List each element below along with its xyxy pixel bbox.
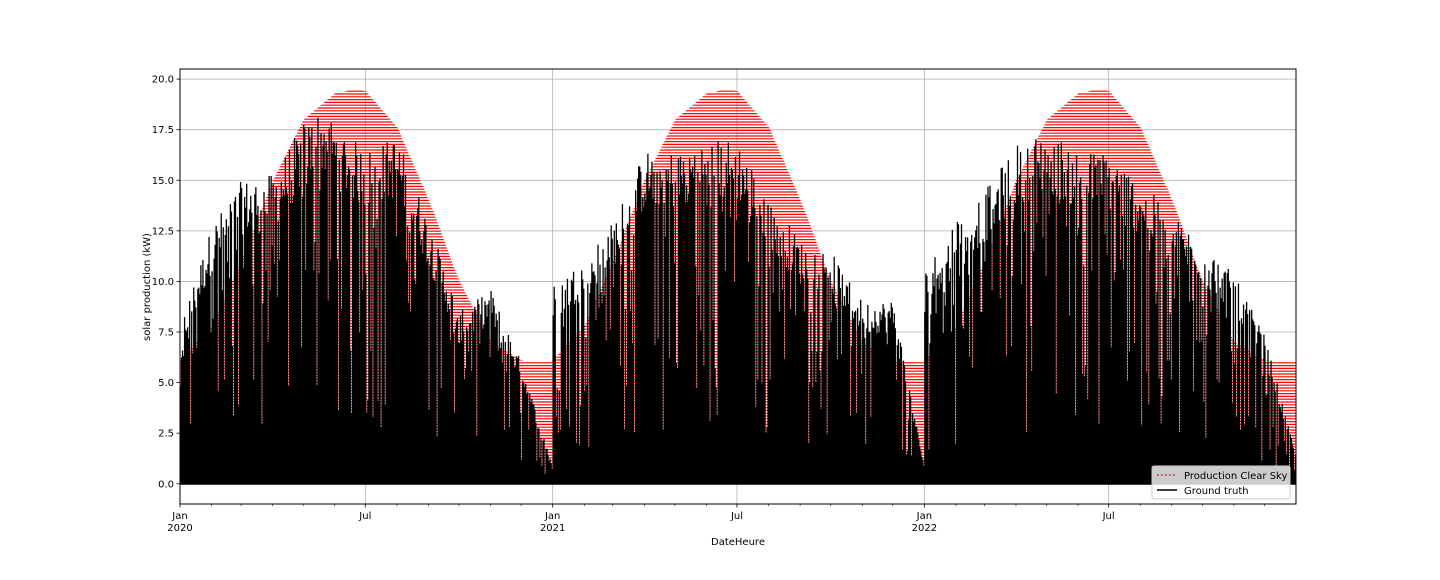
- x-tick-label: Jan: [544, 511, 560, 522]
- series-ground-truth: [180, 117, 1296, 484]
- y-tick-label: 12.5: [152, 226, 174, 237]
- ground-truth-baseline: [180, 483, 1296, 485]
- x-axis-label: DateHeure: [711, 537, 765, 548]
- x-tick-label: Jan: [171, 511, 187, 522]
- x-tick-label: Jan: [916, 511, 932, 522]
- x-tick-year-label: 2021: [540, 523, 565, 534]
- y-tick-label: 15.0: [152, 176, 174, 187]
- series-layer: [180, 89, 1296, 485]
- legend-frame: [1151, 465, 1291, 500]
- y-tick-label: 17.5: [152, 125, 174, 136]
- legend: Production Clear Sky Ground truth: [1151, 465, 1291, 500]
- x-tick-year-label: 2020: [167, 523, 192, 534]
- y-tick-label: 20.0: [152, 75, 174, 86]
- y-tick-label: 5.0: [158, 378, 174, 389]
- y-axis-label: solar production (kW): [142, 233, 153, 341]
- x-tick-year-label: 2022: [912, 523, 937, 534]
- y-tick-label: 0.0: [158, 479, 174, 490]
- y-tick-label: 10.0: [152, 277, 174, 288]
- plot-frame: [179, 68, 1297, 505]
- y-tick-label: 7.5: [158, 328, 174, 339]
- x-tick-label: Jul: [358, 511, 371, 522]
- y-tick-label: 2.5: [158, 429, 174, 440]
- y-axis: 0.0 2.5 5.0 7.5 10.0 12.5 15.0 17.5 20.0: [152, 75, 180, 490]
- x-tick-label: Jul: [1102, 511, 1115, 522]
- legend-label-clear-sky: Production Clear Sky: [1184, 471, 1287, 482]
- x-tick-label: Jul: [730, 511, 743, 522]
- legend-label-ground-truth: Ground truth: [1184, 486, 1249, 497]
